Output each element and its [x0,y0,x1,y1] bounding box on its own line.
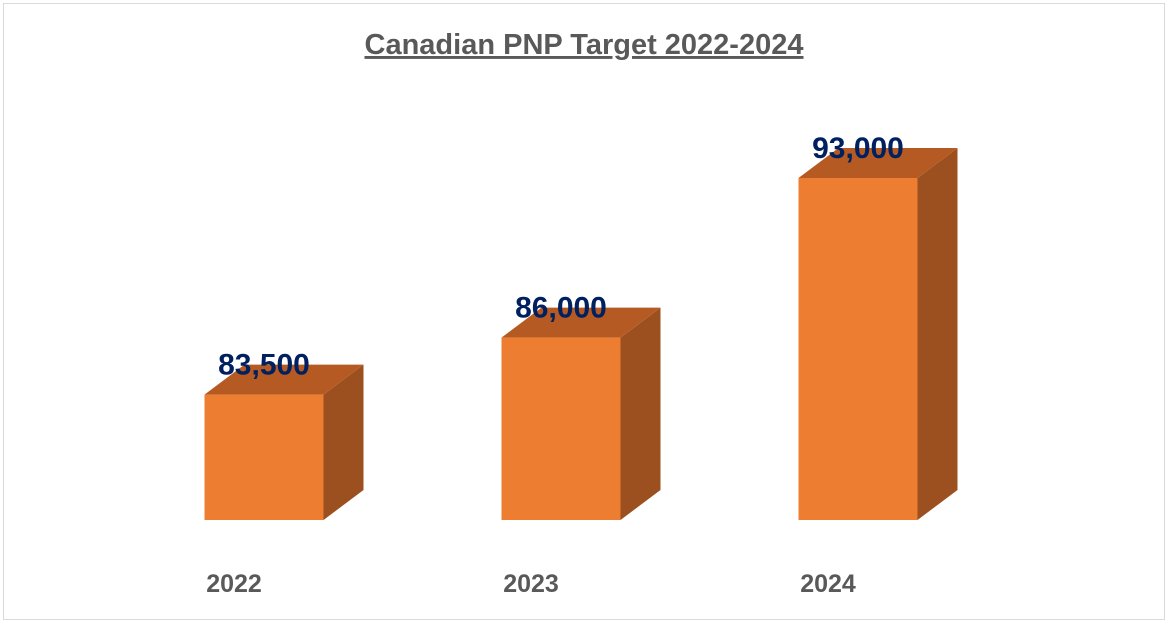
bar-top [798,148,958,178]
data-label-2024: 93,000 [812,132,904,165]
category-label-2023: 2023 [503,570,559,598]
bar-front [204,394,324,520]
bar-side [917,148,958,520]
labels-layer: 83,500 2022 86,000 2023 93,000 2024 [206,132,904,598]
bar-top [501,307,661,338]
bar-2022 [204,364,364,520]
chart-title: Canadian PNP Target 2022-2024 [365,29,804,61]
data-label-2023: 86,000 [515,292,607,325]
data-label-2022: 83,500 [218,349,310,382]
bars-layer [204,148,958,520]
bar-2023 [501,307,661,520]
bar-front [501,337,621,520]
bar-side [620,307,661,520]
category-label-2022: 2022 [206,570,262,598]
bar-2024 [798,148,958,520]
bar-front [798,178,918,520]
bar-top [204,364,364,395]
bar-side [323,364,364,520]
category-label-2024: 2024 [800,570,856,598]
